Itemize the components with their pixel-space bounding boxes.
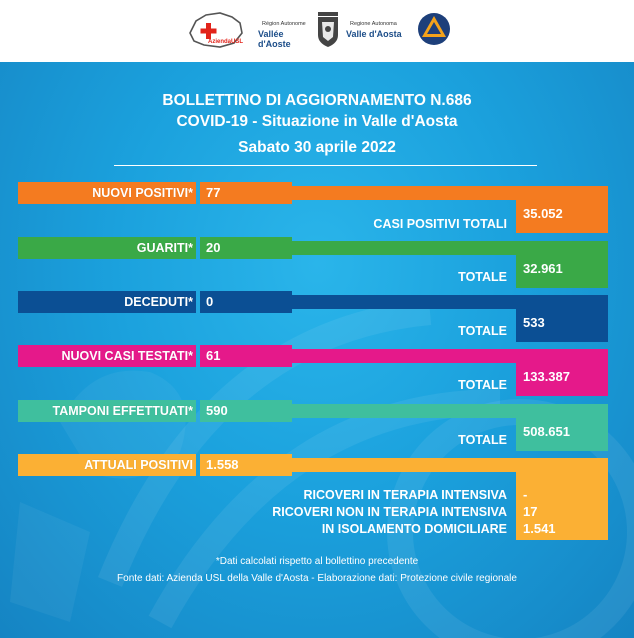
bulletin-title: BOLLETTINO DI AGGIORNAMENTO N.686 [162, 92, 472, 109]
tamponi-totale-box [516, 418, 608, 451]
regione-fr-logo: Région Autonome Vallée d'Aoste [256, 9, 316, 51]
guariti-totale-box [516, 255, 608, 288]
regione-fr-line1: Région Autonome [262, 21, 306, 27]
casi-testati-totale-label: TOTALE [458, 378, 507, 392]
ricoveri-ti-value: - [523, 487, 528, 502]
guariti-label: GUARITI* [136, 241, 193, 255]
regione-it-line2: Valle d'Aosta [346, 29, 402, 39]
valle-aosta-map-icon [189, 12, 243, 48]
deceduti-totale-label: TOTALE [458, 324, 507, 338]
deceduti-bar [18, 291, 196, 313]
coat-of-arms-logo [316, 9, 340, 51]
tamponi-totale-label: TOTALE [458, 433, 507, 447]
regione-it-logo: Regione Autonoma Valle d'Aosta [342, 9, 404, 51]
attuali-positivi-label: ATTUALI POSITIVI [84, 458, 193, 472]
tamponi-totale-value: 508.651 [523, 424, 570, 439]
guariti-stripe [292, 241, 608, 255]
deceduti-totale-value: 533 [523, 315, 545, 330]
tamponi-bar [18, 400, 196, 422]
casi-testati-totale-value: 133.387 [523, 369, 570, 384]
regione-it-line1: Regione Autonoma [350, 21, 397, 27]
guariti-bar [18, 237, 196, 259]
deceduti-value: 0 [206, 294, 214, 309]
ricoveri-non-ti-label: RICOVERI NON IN TERAPIA INTENSIVA [272, 505, 507, 519]
isolamento-domiciliare-value: 1.541 [523, 521, 556, 536]
attuali-positivi-value: 1.558 [206, 457, 239, 472]
tamponi-label: TAMPONI EFFETTUATI* [52, 404, 194, 418]
nuovi-positivi-value-bar [200, 182, 292, 204]
nuovi-positivi-label: NUOVI POSITIVI* [92, 186, 193, 200]
isolamento-domiciliare-label: IN ISOLAMENTO DOMICILIARE [321, 522, 507, 536]
deceduti-value-bar [200, 291, 292, 313]
footer-source: Fonte dati: Azienda USL della Valle d'Ao… [117, 573, 517, 584]
guariti-value: 20 [206, 240, 221, 255]
regione-fr-line2: Vallée d'Aoste [258, 29, 291, 49]
nuovi-positivi-stripe [292, 186, 608, 200]
casi-testati-bar [18, 345, 196, 367]
casi-testati-stripe [292, 349, 608, 363]
casi-positivi-totali-box [516, 200, 608, 233]
guariti-totale-value: 32.961 [523, 261, 563, 276]
nuovi-positivi-bar [18, 182, 196, 204]
coat-of-arms-icon [318, 12, 338, 47]
attuali-positivi-bar [18, 454, 196, 476]
deceduti-stripe [292, 295, 608, 309]
azienda-usl-label: AziendaUSL [208, 39, 244, 45]
ricoveri-non-ti-value: 17 [523, 504, 538, 519]
deceduti-label: DECEDUTI* [124, 295, 193, 309]
attuali-positivi-box [516, 472, 608, 540]
casi-testati-value-bar [200, 345, 292, 367]
ricoveri-ti-label: RICOVERI IN TERAPIA INTENSIVA [303, 488, 508, 502]
nuovi-positivi-value: 77 [206, 185, 221, 200]
bulletin-subtitle: COVID-19 - Situazione in Valle d'Aosta [176, 113, 458, 130]
guariti-value-bar [200, 237, 292, 259]
protezione-civile-logo [416, 9, 452, 51]
casi-testati-label: NUOVI CASI TESTATI* [61, 349, 194, 363]
azienda-usl-logo: AziendaUSL [186, 9, 246, 51]
deceduti-totale-box [516, 309, 608, 342]
casi-positivi-totali-value: 35.052 [523, 206, 563, 221]
attuali-positivi-value-bar [200, 454, 292, 476]
logo-header: AziendaUSL Région Autonome Vallée d'Aost… [0, 0, 634, 62]
casi-testati-value: 61 [206, 348, 221, 363]
tamponi-value-bar [200, 400, 292, 422]
bulletin-date: Sabato 30 aprile 2022 [238, 139, 396, 156]
footer-note: *Dati calcolati rispetto al bollettino p… [215, 556, 419, 567]
guariti-totale-label: TOTALE [458, 270, 507, 284]
tamponi-value: 590 [206, 403, 228, 418]
casi-testati-totale-box [516, 363, 608, 396]
title-divider [114, 165, 537, 166]
tamponi-stripe [292, 404, 608, 418]
protezione-civile-icon [418, 13, 450, 45]
casi-positivi-totali-label: CASI POSITIVI TOTALI [373, 217, 507, 231]
attuali-positivi-stripe [292, 458, 608, 472]
